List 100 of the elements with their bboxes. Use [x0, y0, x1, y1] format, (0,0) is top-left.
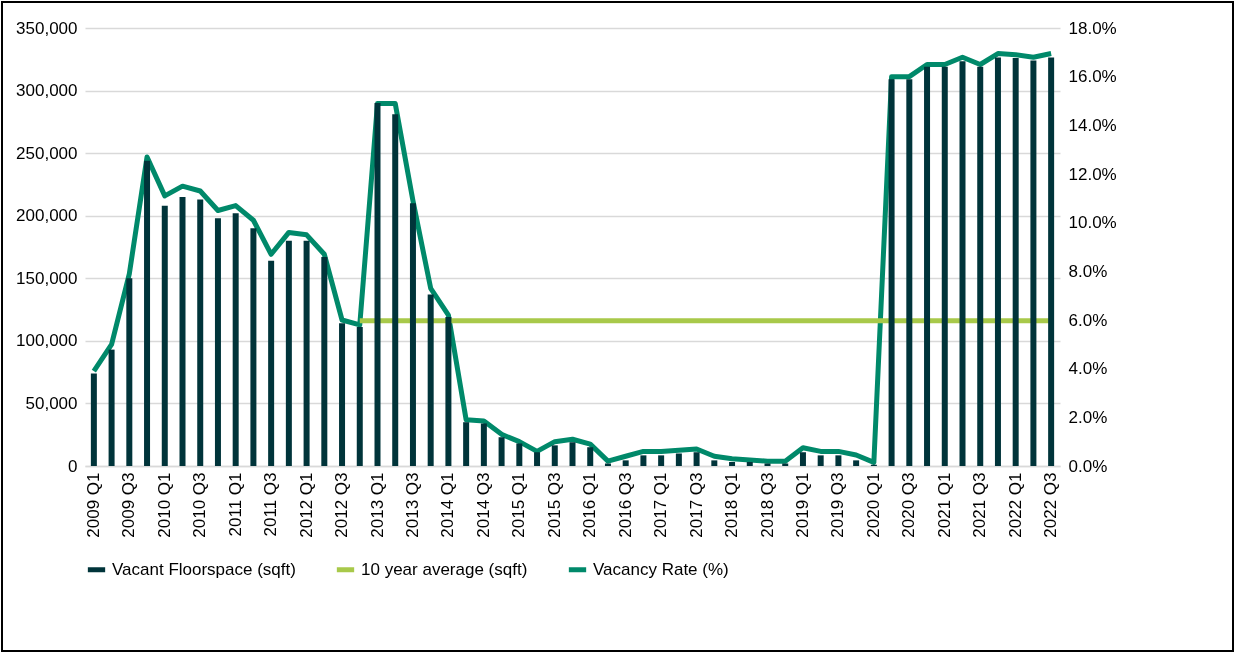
bar — [906, 79, 913, 466]
x-tick-label: 2011 Q3 — [261, 472, 281, 537]
bar — [374, 103, 381, 466]
bar — [197, 199, 204, 466]
bar — [746, 462, 753, 466]
bar — [1030, 60, 1037, 466]
legend-label: 10 year average (sqft) — [361, 559, 528, 579]
bar — [924, 66, 931, 466]
x-tick-label: 2016 Q3 — [615, 472, 635, 538]
bar — [622, 460, 629, 466]
bar — [463, 422, 470, 466]
x-tick-label: 2014 Q3 — [473, 472, 493, 538]
bar — [409, 203, 416, 466]
x-tick-label: 2009 Q1 — [83, 472, 103, 538]
x-tick-label: 2009 Q3 — [119, 472, 139, 538]
bar — [126, 278, 133, 466]
x-tick-label: 2019 Q3 — [828, 472, 848, 538]
x-tick-label: 2021 Q1 — [934, 472, 954, 538]
bar — [835, 455, 842, 466]
y-tick-label: 350,000 — [16, 18, 78, 38]
x-tick-label: 2019 Q1 — [792, 472, 812, 538]
bar — [268, 260, 275, 466]
bar — [888, 79, 895, 466]
y-tick-label: 250,000 — [16, 143, 78, 163]
bar — [179, 196, 186, 466]
x-tick-label: 2016 Q1 — [580, 472, 600, 538]
y-tick-label: 50,000 — [25, 393, 78, 413]
bar — [764, 463, 771, 466]
x-tick-label: 2017 Q1 — [651, 472, 671, 538]
y-tick-label: 300,000 — [16, 81, 78, 101]
x-tick-label: 2018 Q3 — [757, 472, 777, 538]
y2-tick-label: 18.0% — [1068, 18, 1117, 38]
y-tick-label: 200,000 — [16, 206, 78, 226]
bar — [427, 294, 434, 466]
bar — [658, 455, 665, 466]
x-tick-label: 2012 Q3 — [332, 472, 352, 538]
y2-tick-label: 2.0% — [1068, 407, 1108, 427]
x-tick-label: 2010 Q3 — [190, 472, 210, 538]
x-tick-label: 2020 Q3 — [899, 472, 919, 538]
y2-tick-label: 16.0% — [1068, 67, 1117, 87]
y2-tick-label: 12.0% — [1068, 164, 1117, 184]
bar — [959, 61, 966, 466]
bar — [799, 452, 806, 466]
y2-tick-label: 8.0% — [1068, 261, 1108, 281]
bar — [90, 373, 97, 466]
bar — [569, 442, 576, 466]
bar — [480, 423, 487, 466]
bar — [392, 114, 399, 466]
bar — [356, 327, 363, 466]
y-tick-label: 0 — [68, 456, 78, 476]
y2-tick-label: 4.0% — [1068, 359, 1108, 379]
x-tick-label: 2022 Q1 — [1005, 472, 1025, 538]
y2-tick-label: 6.0% — [1068, 310, 1108, 330]
bar — [729, 462, 736, 466]
x-tick-label: 2020 Q1 — [863, 472, 883, 538]
bar — [1012, 58, 1019, 466]
bar — [534, 452, 541, 466]
bar — [250, 228, 257, 466]
x-tick-label: 2010 Q1 — [154, 472, 174, 538]
bar — [161, 205, 168, 466]
x-tick-label: 2011 Q1 — [225, 472, 245, 537]
bar — [941, 66, 948, 466]
x-tick-label: 2014 Q1 — [438, 472, 458, 538]
x-tick-label: 2013 Q3 — [402, 472, 422, 538]
bar — [498, 437, 505, 466]
bar — [640, 455, 647, 466]
bar — [144, 160, 151, 466]
bar — [587, 447, 594, 466]
bar — [977, 66, 984, 466]
y2-tick-label: 14.0% — [1068, 115, 1117, 135]
bar — [232, 213, 239, 466]
bar — [782, 463, 789, 466]
bar — [516, 443, 523, 466]
bar — [675, 453, 682, 466]
bar — [711, 460, 718, 466]
x-tick-label: 2012 Q1 — [296, 472, 316, 538]
x-tick-label: 2015 Q3 — [544, 472, 564, 538]
y2-tick-label: 10.0% — [1068, 213, 1117, 233]
bar — [853, 460, 860, 466]
bar — [321, 257, 328, 466]
x-tick-label: 2018 Q1 — [722, 472, 742, 538]
x-tick-label: 2022 Q3 — [1041, 472, 1061, 538]
bar — [693, 452, 700, 466]
bar — [551, 445, 558, 466]
bar — [604, 463, 611, 466]
x-tick-label: 2017 Q3 — [686, 472, 706, 538]
x-tick-label: 2013 Q1 — [367, 472, 387, 538]
y-tick-label: 100,000 — [16, 331, 78, 351]
bar — [214, 218, 221, 466]
bar — [445, 317, 452, 466]
x-tick-label: 2015 Q1 — [509, 472, 529, 538]
y-tick-label: 150,000 — [16, 268, 78, 288]
y2-tick-label: 0.0% — [1068, 456, 1108, 476]
legend-label: Vacancy Rate (%) — [593, 559, 729, 579]
bar — [303, 240, 310, 466]
bar — [994, 57, 1001, 466]
bar — [339, 323, 346, 466]
bar — [108, 349, 115, 466]
x-tick-label: 2021 Q3 — [970, 472, 990, 538]
bar — [285, 240, 292, 466]
